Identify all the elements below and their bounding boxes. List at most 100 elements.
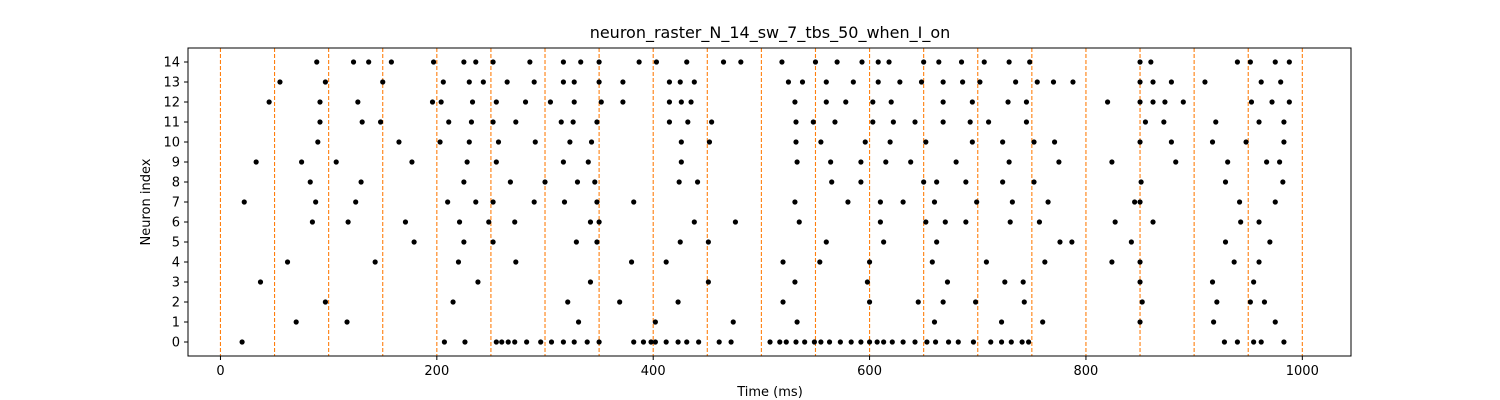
y-tick-label: 9 xyxy=(172,156,180,171)
spike-point xyxy=(675,299,681,305)
spike-point xyxy=(1002,279,1008,285)
spike-point xyxy=(542,179,548,185)
spike-point xyxy=(953,159,959,165)
spike-point xyxy=(587,279,594,285)
spike-point xyxy=(696,339,702,345)
spike-point xyxy=(620,99,626,105)
spike-point xyxy=(958,59,965,65)
spike-point xyxy=(685,119,691,125)
spike-point xyxy=(315,139,321,145)
spike-point xyxy=(560,79,567,85)
spike-point xyxy=(380,79,386,85)
spike-point xyxy=(728,339,734,345)
spike-point xyxy=(864,279,871,285)
spike-point xyxy=(799,79,806,85)
spike-point xyxy=(694,179,701,185)
spike-point xyxy=(890,119,896,125)
spike-point xyxy=(490,199,496,205)
spike-point xyxy=(818,339,824,345)
chart-title: neuron_raster_N_14_sw_7_tbs_50_when_I_on xyxy=(590,23,951,43)
spike-point xyxy=(677,79,683,85)
spike-point xyxy=(944,279,951,285)
spike-point xyxy=(429,99,436,105)
spike-point xyxy=(779,59,785,65)
spike-point xyxy=(677,239,683,245)
spike-point xyxy=(921,179,927,185)
spike-point xyxy=(1256,219,1262,225)
spike-point xyxy=(940,119,946,125)
spike-point xyxy=(411,239,417,245)
spike-point xyxy=(963,219,969,225)
spike-point xyxy=(1168,139,1175,145)
spike-point xyxy=(823,99,829,105)
spike-point xyxy=(1069,239,1075,245)
spike-markers xyxy=(239,59,1292,345)
spike-point xyxy=(617,299,623,305)
spike-point xyxy=(1023,99,1030,105)
y-tick-label: 10 xyxy=(163,136,180,151)
spike-point xyxy=(793,339,799,345)
spike-point xyxy=(845,199,851,205)
spike-point xyxy=(1281,339,1287,345)
spike-point xyxy=(468,119,475,125)
spike-point xyxy=(921,59,927,65)
spike-point xyxy=(466,139,472,145)
spike-point xyxy=(499,339,505,345)
spike-point xyxy=(1222,179,1229,185)
spike-point xyxy=(706,139,713,145)
y-tick-label: 4 xyxy=(172,256,180,271)
spike-point xyxy=(963,179,969,185)
spike-point xyxy=(691,79,697,85)
spike-point xyxy=(1006,159,1012,165)
spike-point xyxy=(1139,299,1145,305)
spike-point xyxy=(571,79,577,85)
spike-point xyxy=(792,99,798,105)
spike-point xyxy=(875,79,881,85)
spike-point xyxy=(594,119,600,125)
spike-point xyxy=(1132,199,1138,205)
spike-point xyxy=(1128,239,1134,245)
spike-point xyxy=(532,139,538,145)
spike-point xyxy=(309,219,316,225)
spike-point xyxy=(998,339,1005,345)
spike-point xyxy=(322,79,328,85)
spike-point xyxy=(829,179,835,185)
spike-point xyxy=(1026,339,1032,345)
y-tick-label: 14 xyxy=(163,56,180,71)
spike-point xyxy=(870,119,876,125)
spike-point xyxy=(493,339,499,345)
spike-point xyxy=(1168,79,1175,85)
spike-point xyxy=(908,159,914,165)
spike-point xyxy=(574,179,581,185)
spike-point xyxy=(1209,139,1216,145)
y-axis-label: Neuron index xyxy=(139,158,154,245)
spike-point xyxy=(1148,59,1154,65)
spike-point xyxy=(1231,259,1237,265)
spike-point xyxy=(940,299,946,305)
spike-point xyxy=(666,119,673,125)
spike-point xyxy=(877,219,883,225)
spike-point xyxy=(505,339,511,345)
spike-point xyxy=(1137,259,1143,265)
spike-point xyxy=(1173,159,1179,165)
spike-point xyxy=(585,159,591,165)
spike-point xyxy=(1251,279,1257,285)
spike-point xyxy=(567,139,573,145)
spike-point xyxy=(298,159,305,165)
spike-point xyxy=(823,239,829,245)
spike-point xyxy=(1214,299,1220,305)
spike-point xyxy=(495,139,502,145)
spike-point xyxy=(866,339,873,345)
spike-point xyxy=(1286,59,1292,65)
spike-point xyxy=(522,99,529,105)
x-tick-label: 800 xyxy=(1074,364,1099,379)
spike-point xyxy=(358,179,364,185)
spike-point xyxy=(1007,219,1013,225)
spike-point xyxy=(1256,119,1262,125)
spike-point xyxy=(881,239,887,245)
spike-point xyxy=(1281,139,1287,145)
plot-frame xyxy=(187,47,1352,357)
spike-point xyxy=(561,199,568,205)
spike-point xyxy=(493,99,499,105)
